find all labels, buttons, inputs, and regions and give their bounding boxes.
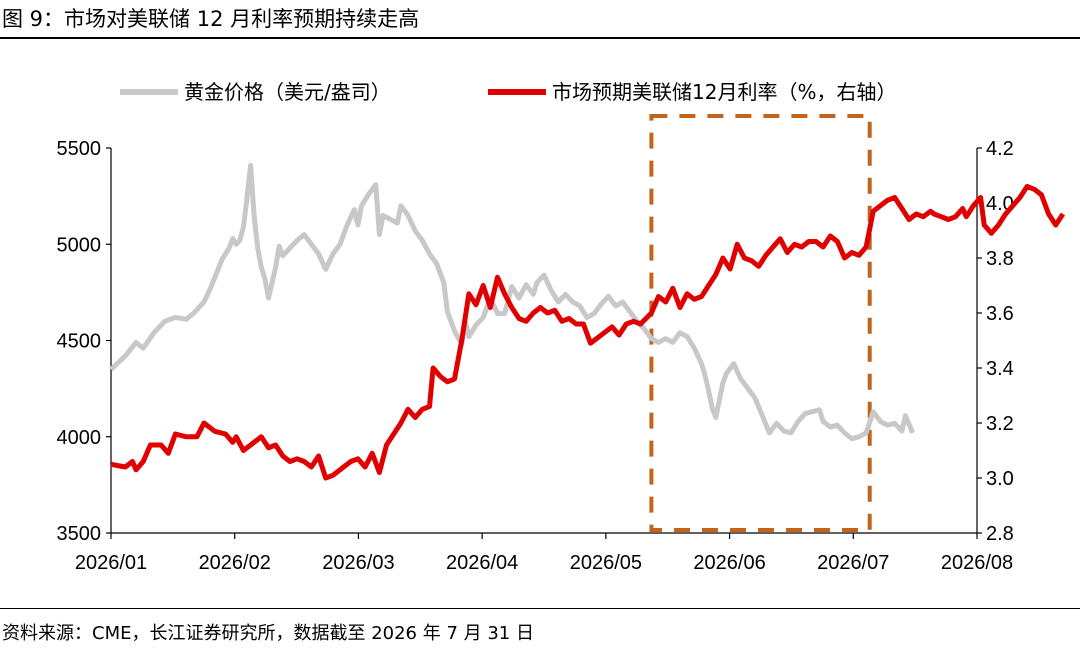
highlight-dashed-box xyxy=(649,114,872,532)
x-tick-label: 2026/02 xyxy=(199,552,271,574)
x-tick-label: 2026/06 xyxy=(693,552,765,574)
source-note: 资料来源：CME，长江证券研究所，数据截至 2026 年 7 月 31 日 xyxy=(2,623,534,644)
y-right-tick-label: 3.6 xyxy=(986,303,1014,325)
y-right-tick-label: 2.8 xyxy=(986,523,1014,545)
title-rule xyxy=(0,37,1080,39)
y-right-tick-label: 4.2 xyxy=(986,138,1014,160)
legend: 黄金价格（美元/盎司） 市场预期美联储12月利率（%，右轴） xyxy=(120,80,896,104)
y-left-tick-label: 5500 xyxy=(57,138,102,160)
x-tick-label: 2026/08 xyxy=(941,552,1013,574)
y-left-tick-label: 4000 xyxy=(57,427,102,449)
x-tick-label: 2026/01 xyxy=(75,552,147,574)
x-tick-label: 2026/04 xyxy=(446,552,518,574)
y-left-tick-label: 5000 xyxy=(57,234,102,256)
y-left-tick-label: 4500 xyxy=(57,331,102,353)
legend-label-gold: 黄金价格（美元/盎司） xyxy=(184,80,391,104)
series-line-gold-price xyxy=(109,162,915,442)
legend-label-rate: 市场预期美联储12月利率（%，右轴） xyxy=(552,80,896,104)
x-tick-label: 2026/05 xyxy=(570,552,642,574)
y-right-tick-label: 3.8 xyxy=(986,248,1014,270)
y-right-tick-label: 3.0 xyxy=(986,468,1014,490)
y-right-tick-label: 3.4 xyxy=(986,358,1014,380)
series-line-fed-rate xyxy=(110,184,1065,481)
rate-gold-chart: 黄金价格（美元/盎司） 市场预期美联储12月利率（%，右轴） 3500 4000 4… xyxy=(57,80,1065,574)
y-right-tick-label: 3.2 xyxy=(986,413,1014,435)
y-left-tick-label: 3500 xyxy=(57,523,102,545)
source-rule xyxy=(0,608,1080,609)
figure-title: 图 9：市场对美联储 12 月利率预期持续走高 xyxy=(2,7,420,31)
x-tick-label: 2026/03 xyxy=(322,552,394,574)
axes: 3500 4000 4500 5000 5500 2.8 3.0 3.2 3.4 3.6 3.8 4.… xyxy=(57,138,1014,574)
x-tick-label: 2026/07 xyxy=(817,552,889,574)
